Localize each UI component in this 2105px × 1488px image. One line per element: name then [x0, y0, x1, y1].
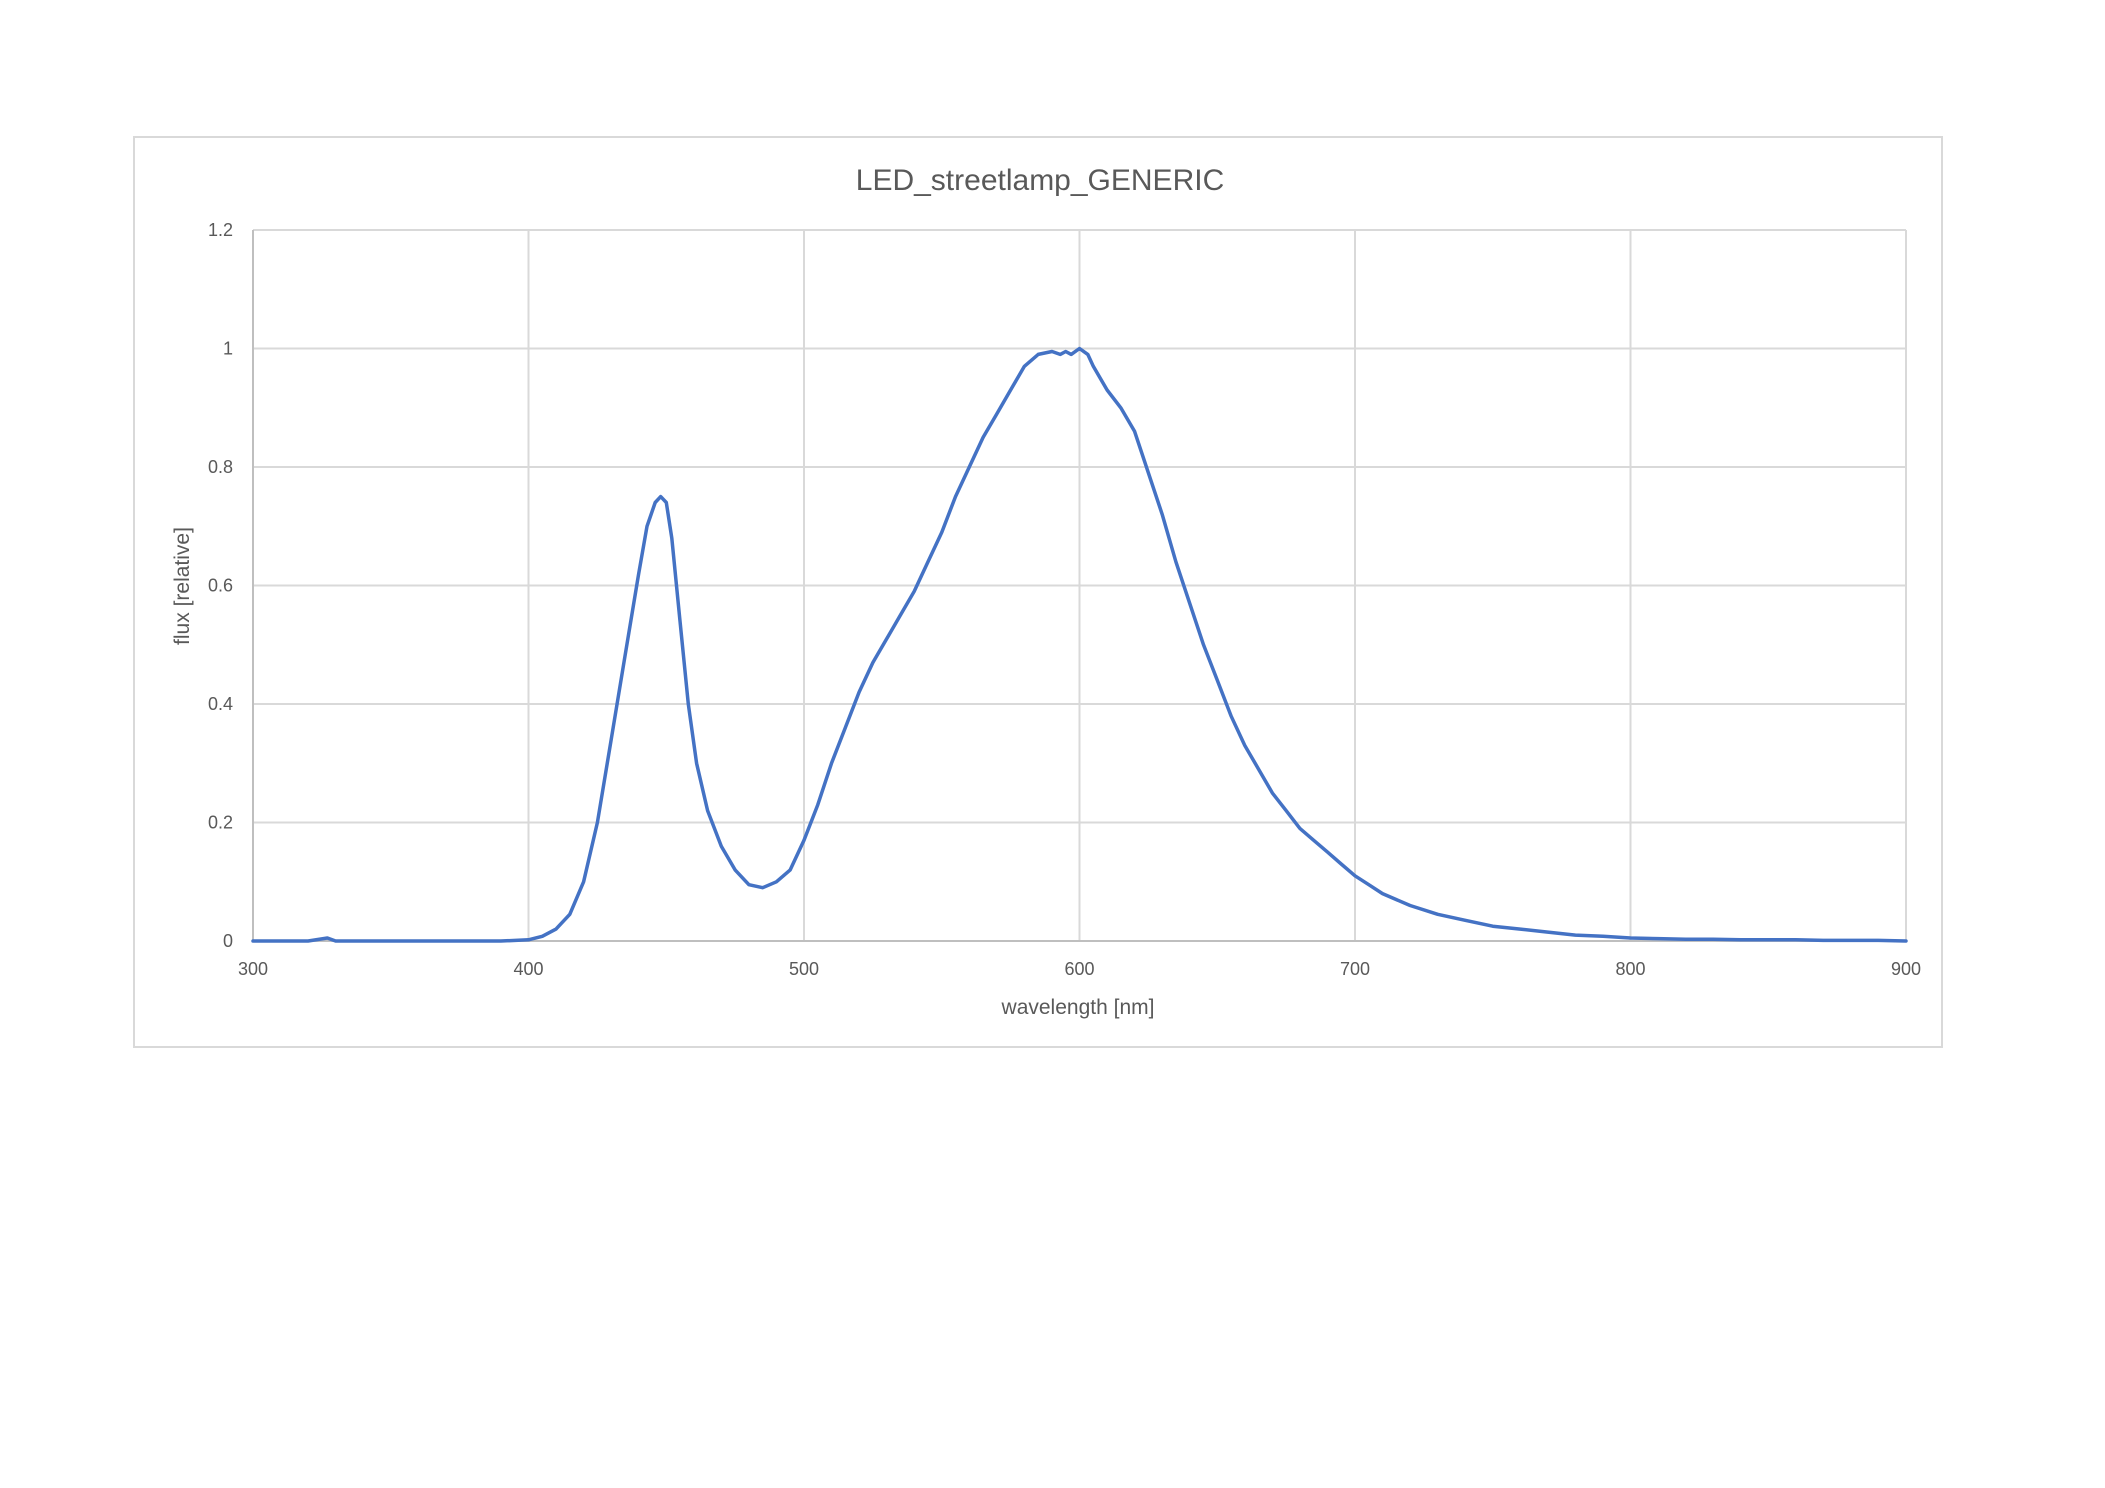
x-axis-title: wavelength [nm]	[1001, 996, 1155, 1019]
chart-title: LED_streetlamp_GENERIC	[856, 164, 1224, 197]
y-tick-label: 0.2	[208, 813, 233, 833]
series-line	[251, 346, 1908, 943]
gridlines	[253, 229, 1907, 941]
x-tick-label: 300	[238, 959, 268, 979]
x-tick-label: 600	[1064, 959, 1094, 979]
x-tick-label: 800	[1615, 959, 1645, 979]
y-tick-label: 0	[223, 931, 233, 951]
x-tick-label: 500	[789, 959, 819, 979]
x-tick-label: 900	[1891, 959, 1921, 979]
y-tick-label: 1	[223, 339, 233, 359]
series	[251, 346, 1908, 943]
chart-area	[133, 136, 1943, 1048]
x-tick-label: 400	[513, 959, 543, 979]
y-tick-label: 0.6	[208, 576, 233, 596]
y-tick-label: 1.2	[208, 220, 233, 240]
y-axis-title: flux [relative]	[171, 527, 194, 645]
y-tick-label: 0.4	[208, 694, 233, 714]
tick-labels: 300 400 500 600 700 800 900 0 0.2 0.4 0.6 0.8 1 1.2	[208, 220, 1921, 979]
y-tick-label: 0.8	[208, 457, 233, 477]
x-tick-label: 700	[1340, 959, 1370, 979]
